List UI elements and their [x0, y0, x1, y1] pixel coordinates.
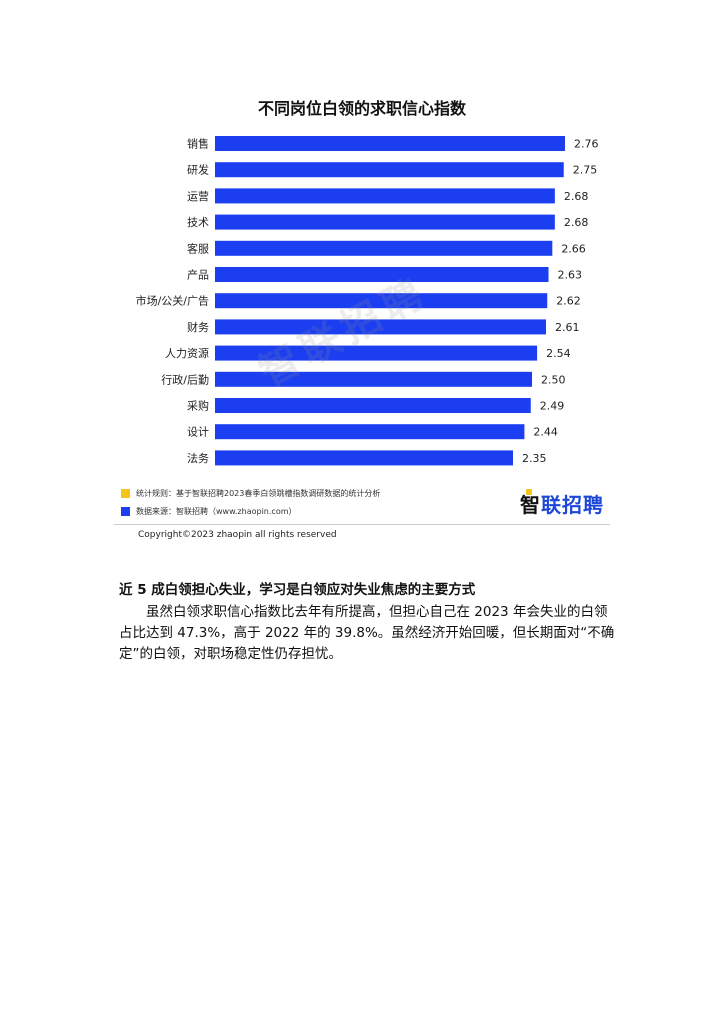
- legend-item-source: 数据来源：智联招聘（www.zhaopin.com）: [121, 506, 297, 517]
- value-label-11: 2.44: [533, 426, 558, 439]
- legend-text-rule: 统计规则：基于智联招聘2023春季白领跳槽指数调研数据的统计分析: [136, 489, 381, 498]
- bar-4: [215, 240, 553, 256]
- value-label-4: 2.66: [561, 242, 586, 255]
- value-label-3: 2.68: [564, 216, 589, 229]
- bar-2: [215, 188, 555, 204]
- bar-10: [215, 398, 531, 413]
- footer-divider: [114, 524, 610, 525]
- copyright: Copyright©2023 zhaopin all rights reserv…: [138, 530, 337, 540]
- category-label-5: 产品: [187, 268, 209, 282]
- logo-first-char: 智: [520, 489, 541, 517]
- body-paragraph: 虽然白领求职信心指数比去年有所提高，但担心自己在 2023 年会失业的白领占比达…: [119, 604, 615, 662]
- legend-item-rule: 统计规则：基于智联招聘2023春季白领跳槽指数调研数据的统计分析: [121, 488, 380, 499]
- value-label-9: 2.50: [541, 373, 566, 386]
- value-label-12: 2.35: [522, 452, 547, 465]
- section-heading: 近 5 成白领担心失业，学习是白领应对失业焦虑的主要方式: [119, 582, 476, 598]
- category-label-1: 研发: [187, 163, 209, 177]
- bar-5: [215, 267, 549, 282]
- bar-0: [215, 136, 565, 151]
- category-label-7: 财务: [187, 320, 209, 334]
- value-label-10: 2.49: [540, 400, 565, 413]
- category-label-3: 技术: [187, 216, 209, 229]
- value-label-2: 2.68: [564, 190, 589, 203]
- zhaopin-logo: 智联招聘: [520, 489, 604, 518]
- bar-7: [215, 319, 546, 335]
- category-label-2: 运营: [187, 189, 209, 203]
- category-label-9: 行政/后勤: [161, 372, 209, 386]
- bar-1: [215, 162, 564, 178]
- logo-dot: [526, 489, 532, 495]
- legend-swatch-yellow: [121, 489, 130, 498]
- category-label-4: 客服: [187, 241, 209, 255]
- bar-3: [215, 214, 555, 230]
- bar-8: [215, 345, 538, 361]
- bar-6: [215, 293, 548, 309]
- bar-chart: 销售 2.76 研发 2.75 运营 2.68 技术 2.68 客服 2.66 产品 2.63 市场/公…: [136, 136, 599, 466]
- value-label-7: 2.61: [555, 321, 580, 334]
- category-label-0: 销售: [187, 137, 209, 151]
- category-label-6: 市场/公关/广告: [136, 294, 209, 308]
- category-label-8: 人力资源: [165, 346, 209, 360]
- value-label-8: 2.54: [546, 347, 571, 360]
- legend-text-source: 数据来源：智联招聘（www.zhaopin.com）: [136, 507, 297, 516]
- chart-title: 不同岗位白领的求职信心指数: [257, 99, 466, 118]
- bar-11: [215, 424, 525, 440]
- value-label-5: 2.63: [558, 269, 583, 282]
- value-label-1: 2.75: [573, 164, 598, 177]
- value-label-0: 2.76: [574, 138, 599, 151]
- bar-12: [215, 450, 514, 466]
- logo-rest: 联招聘: [541, 493, 604, 517]
- category-label-10: 采购: [187, 399, 209, 413]
- value-label-6: 2.62: [556, 295, 581, 308]
- bar-9: [215, 371, 533, 387]
- category-label-12: 法务: [187, 451, 209, 465]
- category-label-11: 设计: [187, 426, 209, 439]
- legend-swatch-blue: [121, 507, 130, 516]
